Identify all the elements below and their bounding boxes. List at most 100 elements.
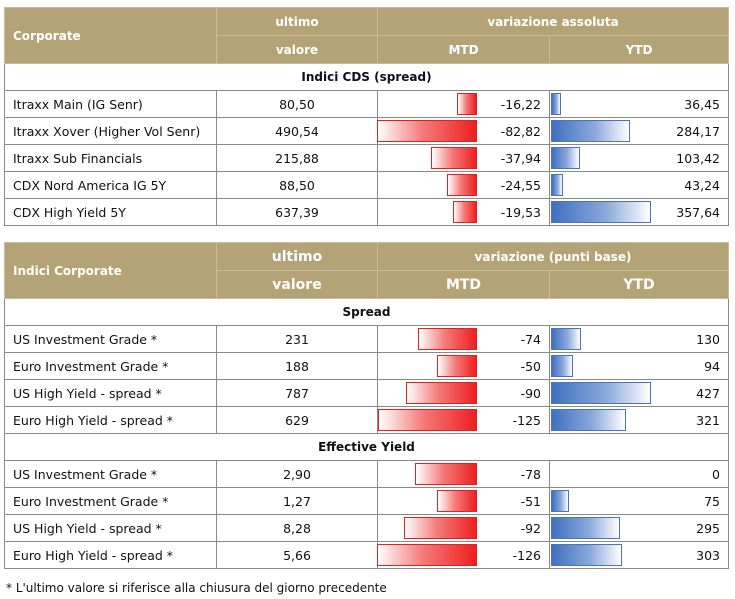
row-value: 1,27 <box>216 487 378 515</box>
ytd-bar <box>551 409 627 431</box>
table-row: Itraxx Xover (Higher Vol Senr) 490,54 -82,… <box>4 117 729 145</box>
mtd-cell: -16,22 <box>377 90 550 118</box>
table-row: CDX High Yield 5Y 637,39 -19,53 357,64 <box>4 198 729 226</box>
ytd-value: 43,24 <box>684 177 720 193</box>
mtd-cell: -19,53 <box>377 198 550 226</box>
mtd-value: -51 <box>520 493 541 509</box>
ytd-value: 103,42 <box>676 150 720 166</box>
table-row: Euro High Yield - spread * 629 -125 321 <box>4 406 729 434</box>
mtd-value: -78 <box>520 466 541 482</box>
ytd-bar <box>551 93 562 115</box>
table-row: US Investment Grade * 231 -74 130 <box>4 325 729 353</box>
header-ultimo: ultimo <box>216 242 378 271</box>
ytd-value: 284,17 <box>676 123 720 139</box>
mtd-value: -19,53 <box>500 204 541 220</box>
header-valore: valore <box>216 270 378 299</box>
yield-rows: US Investment Grade * 2,90 -78 0 Euro Invest… <box>4 460 729 569</box>
mtd-value: -37,94 <box>500 150 541 166</box>
ytd-cell: 303 <box>549 541 729 569</box>
ytd-value: 36,45 <box>684 96 720 112</box>
mtd-value: -82,82 <box>500 123 541 139</box>
mtd-bar <box>405 382 477 404</box>
table-row: CDX Nord America IG 5Y 88,50 -24,55 43,24 <box>4 171 729 199</box>
row-value: 80,50 <box>216 90 378 118</box>
header-ultimo: ultimo <box>216 7 378 36</box>
mtd-cell: -74 <box>377 325 550 353</box>
section-effective-yield: Effective Yield <box>4 433 729 461</box>
row-name: Itraxx Main (IG Senr) <box>4 90 217 118</box>
table-row: US Investment Grade * 2,90 -78 0 <box>4 460 729 488</box>
ytd-bar <box>551 120 631 142</box>
ytd-bar <box>551 328 582 350</box>
section-spread: Spread <box>4 298 729 326</box>
mtd-value: -90 <box>520 385 541 401</box>
ytd-cell: 295 <box>549 514 729 542</box>
row-name: Euro Investment Grade * <box>4 487 217 515</box>
mtd-cell: -126 <box>377 541 550 569</box>
mtd-value: -125 <box>512 412 541 428</box>
mtd-cell: -92 <box>377 514 550 542</box>
ytd-bar <box>551 201 651 223</box>
mtd-cell: -125 <box>377 406 550 434</box>
section-title: Indici CDS (spread) <box>4 63 729 91</box>
header-indici-corporate: Indici Corporate <box>4 242 217 299</box>
mtd-cell: -78 <box>377 460 550 488</box>
spread-rows: US Investment Grade * 231 -74 130 Euro Inves… <box>4 325 729 434</box>
ytd-value: 75 <box>704 493 720 509</box>
mtd-cell: -37,94 <box>377 144 550 172</box>
mtd-value: -50 <box>520 358 541 374</box>
row-value: 8,28 <box>216 514 378 542</box>
table-row: US High Yield - spread * 787 -90 427 <box>4 379 729 407</box>
footnote: * L'ultimo valore si riferisce alla chiu… <box>6 581 387 595</box>
row-name: CDX Nord America IG 5Y <box>4 171 217 199</box>
ytd-bar <box>551 544 622 566</box>
ytd-bar <box>551 174 564 196</box>
table-row: Euro High Yield - spread * 5,66 -126 303 <box>4 541 729 569</box>
mtd-bar <box>415 463 477 485</box>
mtd-value: -74 <box>520 331 541 347</box>
row-value: 88,50 <box>216 171 378 199</box>
cds-table: Corporate ultimo variazione assoluta val… <box>4 7 729 226</box>
ytd-value: 0 <box>712 466 720 482</box>
table-row: Euro Investment Grade * 1,27 -51 75 <box>4 487 729 515</box>
ytd-bar <box>551 382 651 404</box>
ytd-bar <box>551 355 573 377</box>
mtd-value: -92 <box>520 520 541 536</box>
row-value: 231 <box>216 325 378 353</box>
ytd-cell: 427 <box>549 379 729 407</box>
ytd-cell: 103,42 <box>549 144 729 172</box>
header-mtd: MTD <box>377 270 550 299</box>
ytd-value: 295 <box>696 520 720 536</box>
mtd-cell: -50 <box>377 352 550 380</box>
table-row: US High Yield - spread * 8,28 -92 295 <box>4 514 729 542</box>
row-name: CDX High Yield 5Y <box>4 198 217 226</box>
row-value: 215,88 <box>216 144 378 172</box>
cds-rows: Itraxx Main (IG Senr) 80,50 -16,22 36,45 Itr… <box>4 90 729 226</box>
mtd-bar <box>418 328 477 350</box>
mtd-bar <box>431 147 477 169</box>
ytd-value: 357,64 <box>676 204 720 220</box>
row-name: US High Yield - spread * <box>4 379 217 407</box>
header-mtd: MTD <box>377 35 550 64</box>
ytd-cell: 43,24 <box>549 171 729 199</box>
mtd-bar <box>377 544 477 566</box>
row-value: 5,66 <box>216 541 378 569</box>
row-name: US Investment Grade * <box>4 325 217 353</box>
mtd-value: -16,22 <box>500 96 541 112</box>
ytd-cell: 130 <box>549 325 729 353</box>
ytd-bar <box>551 490 569 512</box>
ytd-value: 321 <box>696 412 720 428</box>
mtd-value: -24,55 <box>500 177 541 193</box>
row-value: 490,54 <box>216 117 378 145</box>
table-row: Itraxx Sub Financials 215,88 -37,94 103,42 <box>4 144 729 172</box>
ytd-bar <box>551 517 621 539</box>
header-corporate: Corporate <box>4 7 217 64</box>
mtd-bar <box>453 201 477 223</box>
mtd-cell: -24,55 <box>377 171 550 199</box>
ytd-cell: 0 <box>549 460 729 488</box>
row-name: Euro Investment Grade * <box>4 352 217 380</box>
row-value: 188 <box>216 352 378 380</box>
header-valore: valore <box>216 35 378 64</box>
ytd-value: 427 <box>696 385 720 401</box>
ytd-value: 130 <box>696 331 720 347</box>
